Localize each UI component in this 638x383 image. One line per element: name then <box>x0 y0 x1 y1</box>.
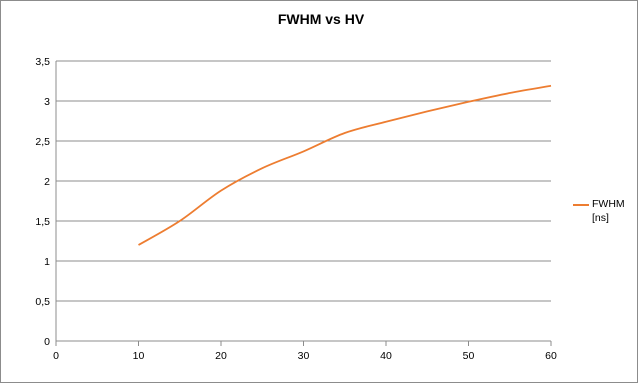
x-tick-label: 40 <box>380 350 392 362</box>
y-tick-label: 3,5 <box>35 56 50 68</box>
x-tick-label: 60 <box>545 350 557 362</box>
x-tick-label: 20 <box>215 350 227 362</box>
legend-swatch <box>573 204 589 206</box>
y-tick-label: 1 <box>44 256 50 268</box>
y-tick-label: 0,5 <box>35 296 50 308</box>
y-tick-label: 2 <box>44 176 50 188</box>
y-tick-label: 2,5 <box>35 136 50 148</box>
chart-title: FWHM vs HV <box>277 11 365 27</box>
y-tick-label: 0 <box>44 336 50 348</box>
tick-labels: 0 0,5 1 1,5 2 2,5 3 3,5 0 10 20 30 40 50 60 <box>35 56 557 362</box>
axes <box>55 61 552 346</box>
x-tick-label: 50 <box>463 350 475 362</box>
series-line-fwhm <box>138 84 552 246</box>
x-tick-label: 0 <box>53 350 59 362</box>
x-tick-label: 10 <box>133 350 145 362</box>
series-lines <box>138 84 552 246</box>
gridlines <box>56 60 551 302</box>
y-tick-label: 3 <box>44 96 50 108</box>
x-tick-label: 30 <box>298 350 310 362</box>
legend-label: FWHM [ns] <box>592 198 625 224</box>
y-tick-label: 1,5 <box>35 216 50 228</box>
